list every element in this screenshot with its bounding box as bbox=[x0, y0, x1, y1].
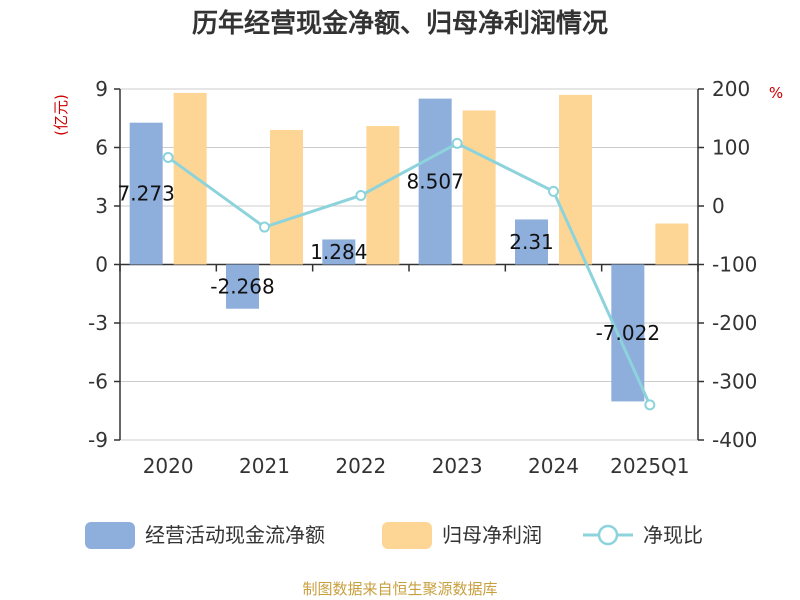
ratio-point bbox=[644, 399, 656, 411]
right-axis-unit: % bbox=[769, 84, 783, 102]
left-axis-unit: (亿元) bbox=[52, 94, 70, 136]
axes: 9 6 3 0 -3 -6 -9 200 100 0 -100 -200 -300 -400 2020 202… bbox=[88, 77, 757, 478]
cashflow-value-label: 2.31 bbox=[509, 230, 554, 254]
ratio-point bbox=[451, 137, 463, 149]
right-axis-tick-label: -300 bbox=[712, 370, 757, 394]
cashflow-value-label: 7.273 bbox=[118, 182, 175, 206]
ratio-point bbox=[355, 189, 367, 201]
category-label: 2022 bbox=[335, 454, 386, 478]
left-axis-tick-label: 9 bbox=[95, 77, 108, 101]
left-axis-tick-label: -3 bbox=[88, 311, 108, 335]
legend: 经营活动现金流净额 归母净利润 净现比 bbox=[85, 522, 703, 549]
left-axis-tick-label: 3 bbox=[95, 194, 108, 218]
profit-bar bbox=[559, 94, 592, 265]
left-axis-tick-label: 0 bbox=[95, 253, 108, 277]
profit-bar bbox=[173, 92, 207, 265]
right-axis-tick-label: 100 bbox=[712, 136, 750, 160]
bars bbox=[129, 92, 689, 402]
left-axis-tick-label: -9 bbox=[88, 428, 108, 452]
right-axis-tick-label: -400 bbox=[712, 428, 757, 452]
source-note: 制图数据来自恒生聚源数据库 bbox=[302, 580, 497, 598]
ratio-line bbox=[162, 137, 656, 411]
right-axis-tick-label: 0 bbox=[712, 194, 725, 218]
category-label: 2020 bbox=[143, 454, 194, 478]
category-label: 2023 bbox=[432, 454, 483, 478]
cashflow-bar bbox=[418, 98, 452, 265]
cashflow-bar bbox=[129, 122, 163, 265]
cashflow-value-label: 1.284 bbox=[310, 240, 367, 264]
legend-swatch-cashflow bbox=[85, 522, 135, 549]
data-labels: 7.273 -2.268 1.284 8.507 2.31 -7.022 bbox=[118, 170, 661, 345]
profit-bar bbox=[655, 223, 689, 265]
cashflow-value-label: -7.022 bbox=[596, 321, 660, 345]
ratio-line-path bbox=[167, 141, 652, 406]
ratio-point bbox=[162, 151, 174, 163]
cashflow-bar bbox=[515, 219, 548, 265]
profit-bar bbox=[366, 126, 400, 265]
ratio-point bbox=[548, 185, 559, 197]
left-axis-tick-label: 6 bbox=[95, 136, 108, 160]
category-label: 2024 bbox=[528, 454, 579, 478]
legend-marker-ratio bbox=[597, 524, 619, 546]
cashflow-value-label: -2.268 bbox=[210, 275, 274, 299]
left-axis-tick-label: -6 bbox=[88, 370, 108, 394]
right-axis-tick-label: 200 bbox=[712, 77, 750, 101]
legend-swatch-profit bbox=[382, 522, 432, 549]
legend-label-cashflow: 经营活动现金流净额 bbox=[145, 523, 325, 547]
category-label: 2025Q1 bbox=[610, 454, 689, 478]
chart-title: 历年经营现金净额、归母净利润情况 bbox=[192, 8, 608, 39]
right-axis-tick-label: -100 bbox=[712, 253, 757, 277]
cashflow-bar bbox=[322, 239, 356, 265]
right-axis-tick-label: -200 bbox=[712, 311, 757, 335]
legend-label-ratio: 净现比 bbox=[643, 523, 703, 547]
legend-label-profit: 归母净利润 bbox=[442, 523, 542, 547]
profit-bar bbox=[462, 110, 496, 265]
ratio-point bbox=[259, 221, 270, 233]
cashflow-value-label: 8.507 bbox=[407, 170, 464, 194]
profit-bar bbox=[270, 129, 303, 265]
category-label: 2021 bbox=[239, 454, 290, 478]
cashflow-bar bbox=[226, 264, 259, 309]
